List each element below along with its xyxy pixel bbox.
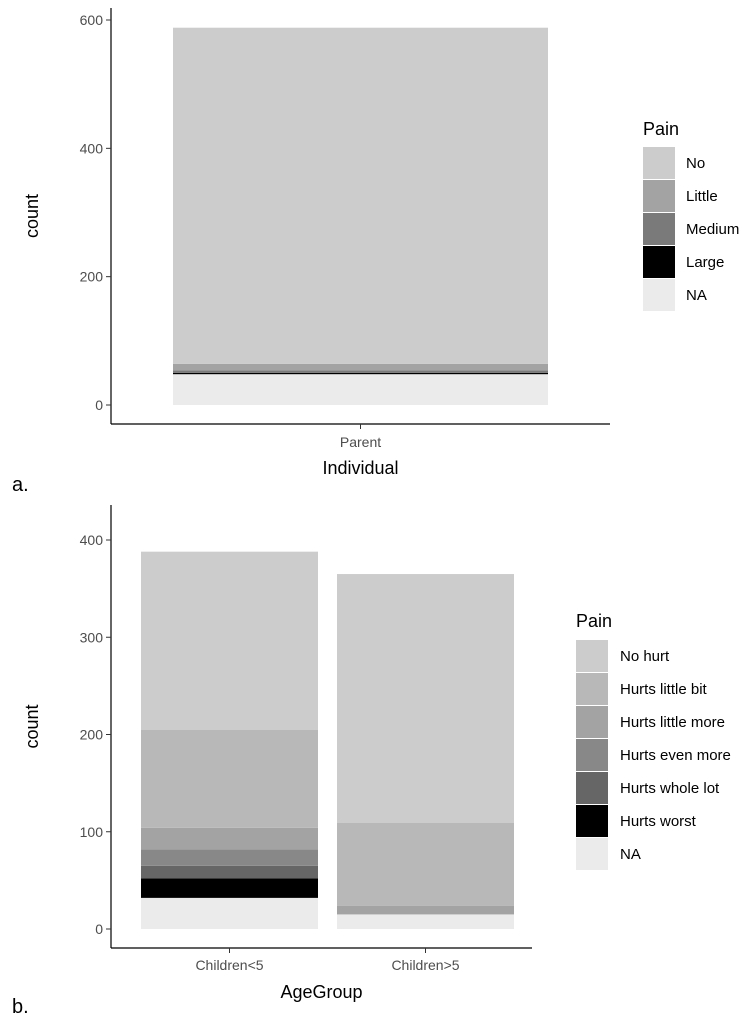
- bar-segment: [173, 370, 548, 373]
- legend: Pain No hurt Hurts little bit Hurts little …: [576, 611, 731, 870]
- legend-key: [643, 279, 675, 311]
- legend-key: [576, 805, 608, 837]
- x-tick-label: Parent: [340, 434, 381, 450]
- y-tick-label: 600: [80, 12, 104, 28]
- legend-label: No: [686, 155, 705, 172]
- chart-panel-b: 0 100 200 300 400 Children<5 Children>5 AgeGrou…: [12, 505, 731, 1016]
- legend-key: [643, 213, 675, 245]
- legend-key: [576, 739, 608, 771]
- y-tick-label: 0: [95, 397, 103, 413]
- x-axis-title: Individual: [322, 458, 398, 478]
- legend-key: [576, 838, 608, 870]
- bar-segment: [141, 551, 318, 730]
- legend-title: Pain: [643, 119, 679, 139]
- y-tick-label: 300: [80, 629, 104, 645]
- legend-key: [576, 640, 608, 672]
- x-tick-label: Children<5: [195, 957, 263, 973]
- bar-segment: [337, 574, 514, 823]
- y-axis-title: count: [22, 194, 42, 238]
- legend-label: Medium: [686, 221, 739, 238]
- bar-segment: [173, 372, 548, 375]
- legend-label: Hurts worst: [620, 813, 697, 830]
- bar-segment: [337, 822, 514, 906]
- bar-segment: [173, 27, 548, 364]
- legend-label: Hurts even more: [620, 747, 731, 764]
- y-tick-label: 400: [80, 532, 104, 548]
- legend-label: Little: [686, 188, 718, 205]
- bar-segment: [141, 897, 318, 929]
- legend: Pain No Little Medium Large NA: [643, 119, 739, 311]
- bar-segment: [141, 827, 318, 850]
- panel-label: b.: [12, 996, 29, 1016]
- bar-segment: [337, 905, 514, 915]
- y-tick-label: 100: [80, 824, 104, 840]
- chart-panel-a: 0 200 400 600 Parent Individual count Pain No Lit…: [12, 8, 739, 496]
- bar-segment: [141, 865, 318, 879]
- x-axis-title: AgeGroup: [280, 982, 362, 1002]
- y-tick-label: 200: [80, 269, 104, 285]
- bar-segment: [337, 914, 514, 929]
- legend-key: [576, 706, 608, 738]
- bar-segment: [141, 729, 318, 828]
- legend-key: [643, 147, 675, 179]
- legend-label: Hurts whole lot: [620, 780, 720, 797]
- legend-label: No hurt: [620, 648, 670, 665]
- legend-title: Pain: [576, 611, 612, 631]
- panel-label: a.: [12, 474, 29, 496]
- bar-segment: [173, 374, 548, 405]
- y-axis-title: count: [22, 704, 42, 748]
- y-tick-label: 200: [80, 727, 104, 743]
- legend-label: NA: [620, 846, 641, 863]
- legend-key: [643, 246, 675, 278]
- y-tick-label: 400: [80, 140, 104, 156]
- legend-label: Hurts little more: [620, 714, 725, 731]
- legend-label: NA: [686, 287, 707, 304]
- x-tick-label: Children>5: [391, 957, 459, 973]
- bar-segment: [173, 363, 548, 371]
- legend-key: [576, 772, 608, 804]
- legend-label: Hurts little bit: [620, 681, 708, 698]
- bar-segment: [141, 878, 318, 898]
- y-tick-label: 0: [95, 921, 103, 937]
- legend-label: Large: [686, 254, 724, 271]
- legend-key: [643, 180, 675, 212]
- legend-key: [576, 673, 608, 705]
- bar-segment: [141, 849, 318, 866]
